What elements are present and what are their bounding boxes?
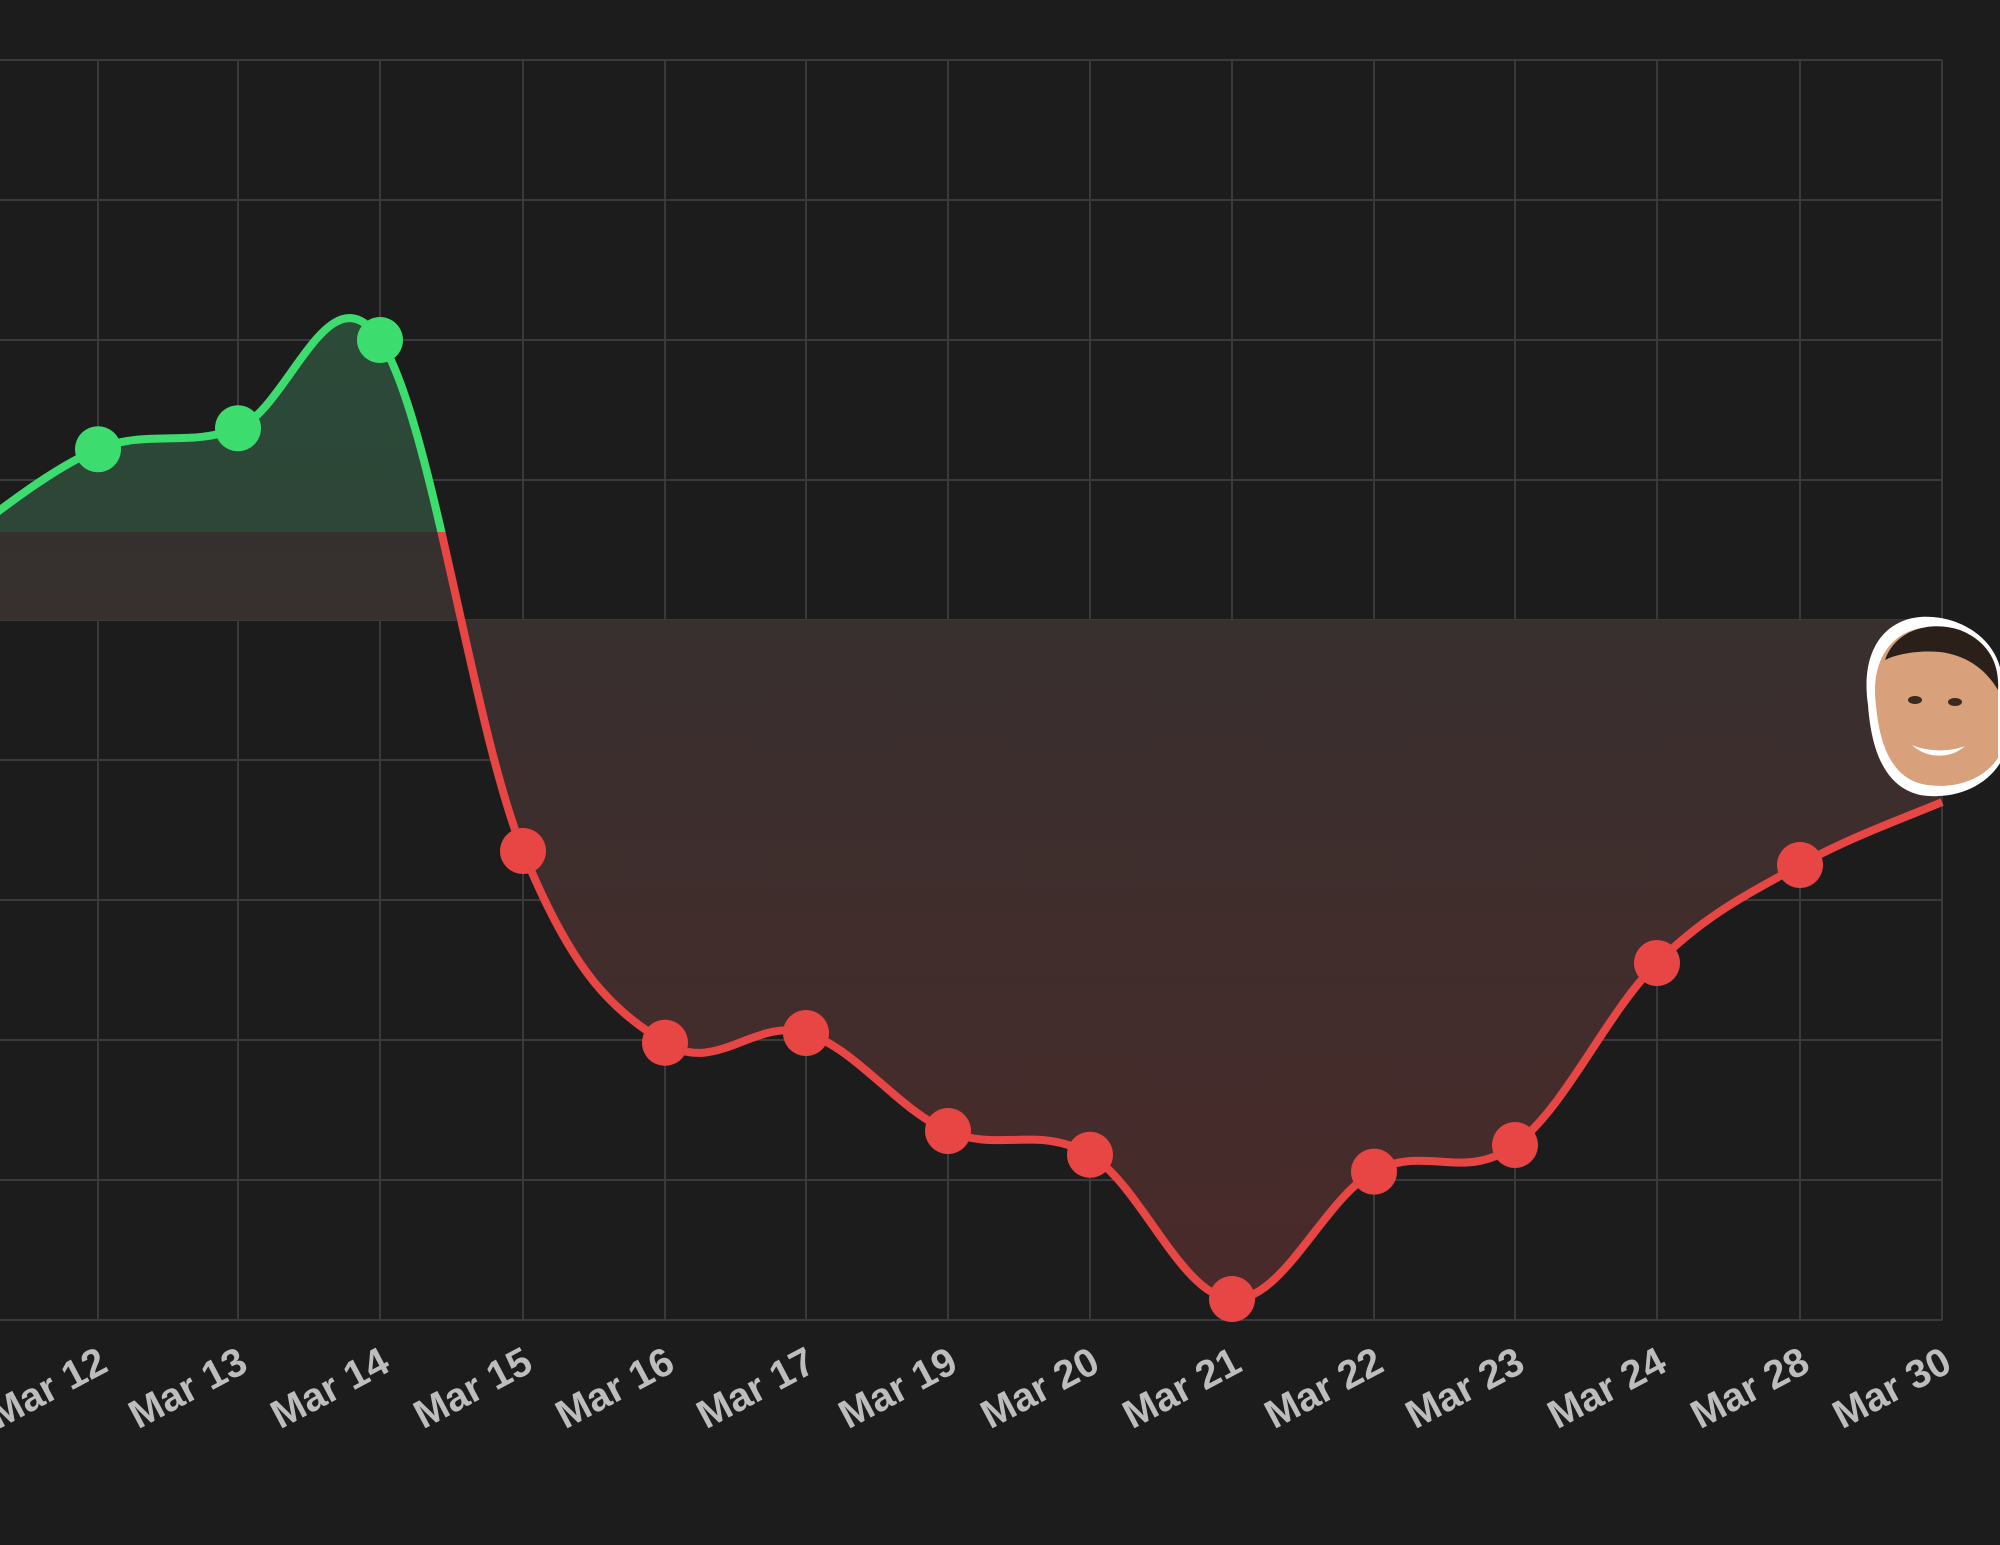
x-tick-label: Mar 19 — [832, 1339, 965, 1437]
data-points — [75, 317, 1823, 1322]
x-tick-label: Mar 28 — [1684, 1339, 1817, 1437]
data-point[interactable] — [1351, 1148, 1397, 1195]
x-tick-label: Mar 16 — [549, 1339, 682, 1437]
data-point[interactable] — [357, 317, 403, 363]
series-line-above — [0, 314, 446, 532]
data-point[interactable] — [215, 405, 261, 452]
face-avatar-icon — [1866, 616, 2000, 797]
data-point[interactable] — [1777, 842, 1823, 888]
data-point[interactable] — [642, 1019, 688, 1066]
data-point[interactable] — [925, 1108, 971, 1154]
area-fills — [0, 318, 1942, 1300]
x-tick-label: Mar 17 — [690, 1339, 823, 1437]
data-point[interactable] — [783, 1010, 829, 1056]
data-point[interactable] — [1067, 1131, 1113, 1178]
x-axis-tick-labels: Mar 12 Mar 13 Mar 14 Mar 15 Mar 16 Mar 17 Mar … — [0, 1339, 1958, 1438]
x-tick-label: Mar 12 — [0, 1339, 114, 1437]
x-tick-label: Mar 20 — [974, 1339, 1107, 1437]
series-lines — [0, 314, 1944, 1304]
x-tick-label: Mar 30 — [1826, 1339, 1959, 1437]
x-tick-label: Mar 22 — [1258, 1339, 1391, 1437]
x-tick-label: Mar 14 — [264, 1339, 397, 1438]
data-point[interactable] — [1492, 1122, 1538, 1168]
data-point[interactable] — [500, 828, 546, 874]
area-fill-above — [0, 318, 442, 532]
x-tick-label: Mar 23 — [1399, 1339, 1532, 1437]
x-tick-label: Mar 15 — [407, 1339, 540, 1437]
data-point[interactable] — [75, 426, 121, 473]
data-point[interactable] — [1634, 940, 1680, 986]
data-point[interactable] — [1209, 1276, 1255, 1322]
series-line-below — [437, 532, 1944, 1304]
x-tick-label: Mar 24 — [1541, 1339, 1674, 1438]
x-tick-label: Mar 13 — [122, 1339, 255, 1437]
x-tick-label: Mar 21 — [1116, 1339, 1249, 1437]
